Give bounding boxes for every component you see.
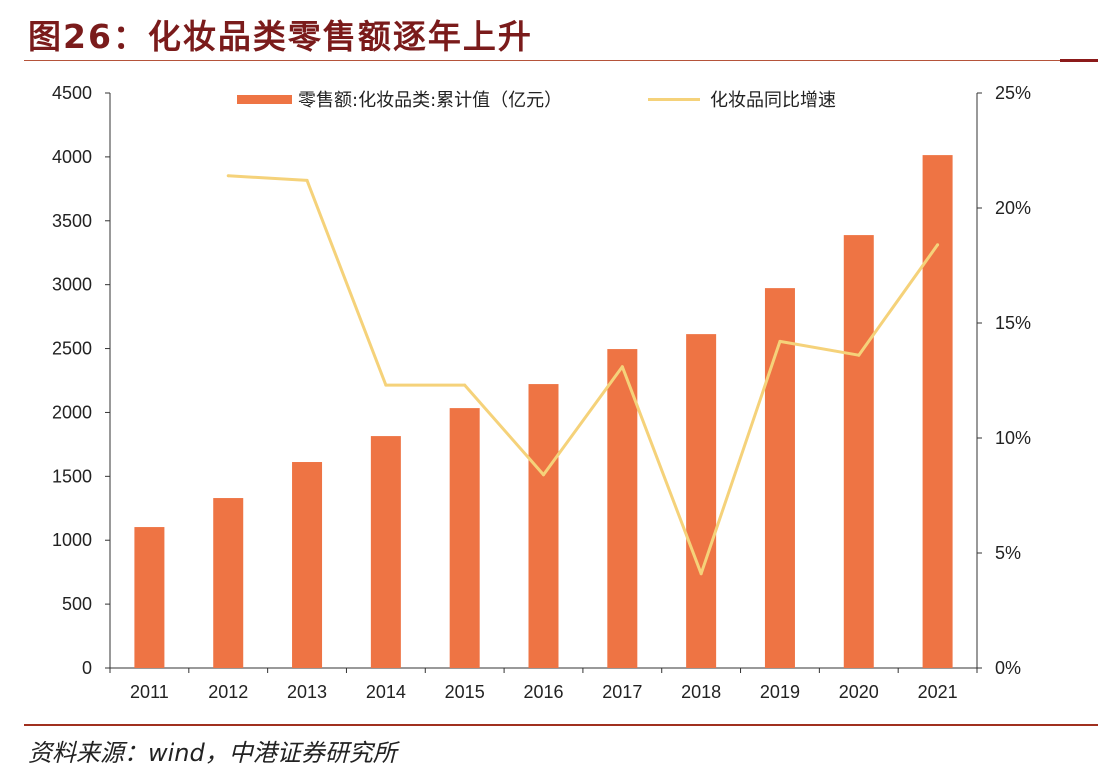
growth-point-2014 bbox=[384, 383, 388, 387]
right-axis-tick-label: 10% bbox=[995, 428, 1031, 448]
left-axis-tick-label: 3000 bbox=[52, 275, 92, 295]
bar-2011 bbox=[134, 527, 165, 668]
growth-point-2021 bbox=[936, 243, 940, 247]
x-axis-tick-label: 2011 bbox=[130, 682, 169, 702]
growth-point-2018 bbox=[699, 572, 703, 576]
bar-2015 bbox=[449, 408, 480, 668]
x-axis-tick-label: 2017 bbox=[602, 682, 642, 702]
title-divider bbox=[24, 60, 1096, 61]
x-axis-tick-label: 2020 bbox=[839, 682, 879, 702]
bar-2013 bbox=[292, 462, 323, 668]
footer-divider bbox=[24, 724, 1098, 726]
growth-point-2020 bbox=[857, 353, 861, 357]
title-divider-accent bbox=[1060, 59, 1098, 62]
x-axis-tick-label: 2021 bbox=[918, 682, 958, 702]
x-axis-tick-label: 2016 bbox=[523, 682, 563, 702]
x-axis-tick-label: 2019 bbox=[760, 682, 800, 702]
legend-label-bar: 零售额:化妆品类:累计值（亿元） bbox=[298, 90, 562, 111]
left-axis-tick-label: 2000 bbox=[52, 402, 92, 422]
left-axis-tick-label: 4500 bbox=[52, 83, 92, 103]
x-axis-tick-label: 2014 bbox=[366, 682, 406, 702]
growth-point-2016 bbox=[542, 473, 545, 477]
right-axis-tick-label: 0% bbox=[995, 658, 1021, 678]
bar-2020 bbox=[843, 235, 874, 669]
x-axis-tick-label: 2015 bbox=[445, 682, 485, 702]
left-axis-tick-label: 2500 bbox=[52, 339, 92, 359]
left-axis-tick-label: 4000 bbox=[52, 147, 92, 167]
legend-swatch-bar bbox=[237, 95, 292, 104]
bar-2014 bbox=[370, 436, 401, 668]
source-note: 资料来源：wind，中港证券研究所 bbox=[28, 739, 397, 767]
left-axis-tick-label: 0 bbox=[82, 658, 92, 678]
growth-point-2017 bbox=[620, 365, 624, 369]
left-axis-tick-label: 500 bbox=[62, 594, 92, 614]
bar-2019 bbox=[764, 288, 795, 668]
x-axis-tick-label: 2012 bbox=[208, 682, 248, 702]
growth-point-2019 bbox=[778, 339, 782, 343]
right-axis-tick-label: 20% bbox=[995, 198, 1031, 218]
right-axis-tick-label: 25% bbox=[995, 83, 1031, 103]
bar-2018 bbox=[686, 334, 717, 668]
legend-swatch-line bbox=[648, 98, 700, 101]
x-axis-tick-label: 2018 bbox=[681, 682, 721, 702]
growth-point-2015 bbox=[463, 383, 467, 387]
bar-2016 bbox=[528, 384, 559, 668]
left-axis-tick-label: 1000 bbox=[52, 530, 92, 550]
right-axis-tick-label: 5% bbox=[995, 543, 1021, 563]
x-axis-tick-label: 2013 bbox=[287, 682, 327, 702]
chart-title: 图26：化妆品类零售额逐年上升 bbox=[28, 17, 533, 56]
legend-label-line: 化妆品同比增速 bbox=[710, 90, 836, 111]
bar-2021 bbox=[922, 155, 953, 669]
bar-2012 bbox=[213, 498, 244, 668]
growth-line bbox=[228, 174, 939, 576]
left-axis-tick-label: 1500 bbox=[52, 466, 92, 486]
growth-point-2012 bbox=[226, 174, 230, 178]
left-axis-tick-label: 3500 bbox=[52, 211, 92, 231]
bar-2017 bbox=[607, 349, 638, 668]
right-axis-tick-label: 15% bbox=[995, 313, 1031, 333]
growth-point-2013 bbox=[305, 178, 309, 182]
